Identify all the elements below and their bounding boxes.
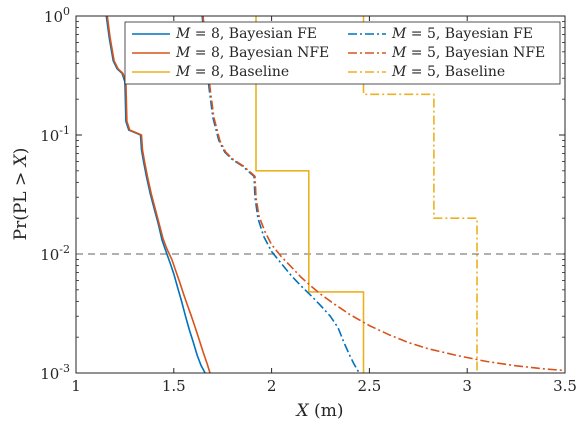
y-tick-label: 10-3: [40, 362, 70, 383]
x-axis-label: X (m): [295, 401, 344, 421]
x-tick-label: 1.5: [162, 377, 186, 395]
legend-entry: M = 8, Baseline: [175, 64, 289, 80]
series-line-1: [105, 16, 206, 373]
series-line-6: [362, 16, 478, 373]
series-line-5: [202, 16, 565, 372]
x-tick-labels: 1 1.5 2 2.5 3 3.5: [71, 377, 577, 395]
x-tick-label: 1: [71, 377, 81, 395]
plot-frame: [75, 15, 566, 374]
legend-entry: M = 5, Baseline: [391, 64, 505, 80]
legend-entry: M = 5, Bayesian NFE: [391, 45, 545, 61]
y-tick-label: 100: [44, 5, 70, 26]
x-tick-label: 3: [462, 377, 472, 395]
y-tick-labels: 10-3 10-2 10-1 100: [40, 5, 70, 383]
x-tick-label: 3.5: [553, 377, 577, 395]
legend: M = 8, Bayesian FE M = 5, Bayesian FE M = …: [124, 21, 561, 85]
x-tick-label: 2: [267, 377, 277, 395]
legend-box: [124, 21, 561, 85]
legend-entry: M = 8, Bayesian FE: [175, 26, 317, 42]
legend-entry: M = 5, Bayesian FE: [391, 26, 533, 42]
x-tick-label: 2.5: [357, 377, 381, 395]
series-line-3: [255, 16, 365, 373]
y-axis-label: Pr(PL > X): [11, 148, 31, 241]
y-tick-label: 10-2: [40, 243, 70, 264]
y-tick-label: 10-1: [40, 124, 70, 145]
series-line-4: [201, 16, 361, 373]
legend-entry: M = 8, Bayesian NFE: [175, 45, 329, 61]
